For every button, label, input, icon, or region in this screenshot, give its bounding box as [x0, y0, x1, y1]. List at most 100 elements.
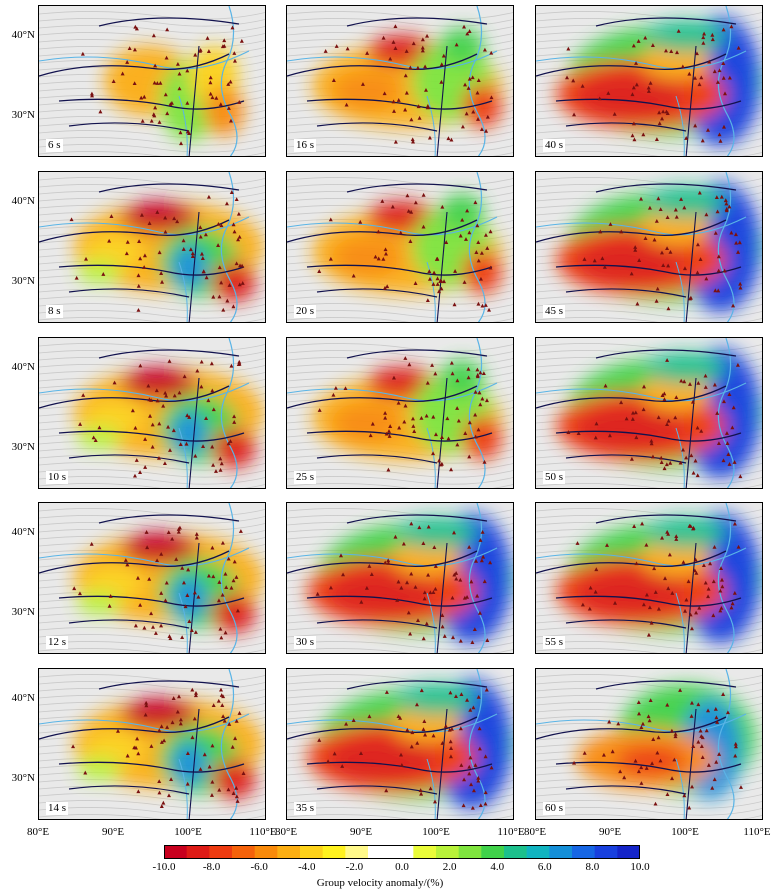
seismic-stations [71, 687, 246, 809]
period-label: 40 s [543, 139, 566, 152]
latitude-label: 40°N [11, 361, 35, 373]
panel-map [536, 172, 762, 322]
fault-lines [39, 17, 245, 156]
panel-map [287, 503, 513, 653]
colorbar-tick-label: -6.0 [250, 861, 268, 873]
seismic-stations [572, 688, 743, 810]
colorbar-title: Group velocity anomaly/(%) [316, 877, 444, 889]
colorbar-segment [504, 845, 528, 859]
period-label: 60 s [543, 802, 566, 815]
longitude-label: 80°E [274, 826, 298, 838]
panel-map [287, 669, 513, 819]
period-label: 8 s [46, 305, 63, 318]
colorbar-segment [413, 845, 437, 859]
colorbar-tick-label: 4.0 [490, 861, 505, 873]
colorbar-tick-label: 10.0 [630, 861, 650, 873]
colorbar-segment [572, 845, 596, 859]
anomaly-field [556, 182, 762, 312]
colorbar-segment [164, 845, 188, 859]
longitude-label: 110°E [249, 826, 277, 838]
period-label: 12 s [46, 636, 69, 649]
panel-map [287, 338, 513, 488]
colorbar-segment [345, 845, 369, 859]
panel-map [39, 338, 265, 488]
longitude-label: 90°E [349, 826, 373, 838]
colorbar-segment [186, 845, 210, 859]
rivers [39, 503, 250, 653]
map-panel: 30 s [286, 502, 514, 654]
rivers [536, 172, 747, 322]
period-label: 30 s [294, 636, 317, 649]
fault-lines [536, 349, 742, 488]
colorbar-segment [436, 845, 460, 859]
latitude-label: 30°N [11, 606, 35, 618]
map-panel: 16 s [286, 5, 514, 157]
colorbar-segment [254, 845, 278, 859]
longitude-label: 80°E [523, 826, 547, 838]
latitude-label: 40°N [11, 29, 35, 41]
fault-lines [287, 514, 493, 653]
longitude-label: 110°E [497, 826, 525, 838]
fault-lines [287, 17, 493, 156]
anomaly-field [104, 46, 244, 141]
longitude-label: 80°E [26, 826, 50, 838]
longitude-label: 100°E [422, 826, 450, 838]
anomaly-field [307, 679, 513, 809]
longitude-label: 90°E [101, 826, 125, 838]
period-label: 10 s [46, 471, 69, 484]
seismic-stations [72, 525, 243, 641]
colorbar-segment [481, 845, 505, 859]
colorbar-segment [232, 845, 256, 859]
colorbar-tick-label: 0.0 [395, 861, 409, 873]
rivers [536, 338, 747, 488]
map-panel: 20 s [286, 171, 514, 323]
seismic-stations [566, 358, 743, 479]
period-label: 16 s [294, 139, 317, 152]
colorbar-segment [526, 845, 550, 859]
seismic-stations [80, 24, 244, 146]
panel-map [536, 669, 762, 819]
map-panel: 10 s [38, 337, 266, 489]
latitude-label: 40°N [11, 692, 35, 704]
fault-lines [287, 349, 493, 488]
rivers [39, 338, 250, 488]
seismic-stations [69, 190, 245, 312]
panel-map [287, 6, 513, 156]
map-panel: 6 s [38, 5, 266, 157]
colorbar-tick-label: -8.0 [202, 861, 221, 873]
map-panel: 35 s [286, 668, 514, 820]
period-label: 45 s [543, 305, 566, 318]
anomaly-field [74, 698, 264, 799]
fault-lines [287, 183, 493, 322]
colorbar-tick-label: -4.0 [298, 861, 316, 873]
anomaly-field [556, 513, 762, 643]
colorbar-segment [594, 845, 618, 859]
period-label: 6 s [46, 139, 63, 152]
map-panel: 40 s [535, 5, 763, 157]
map-panel: 8 s [38, 171, 266, 323]
seismic-stations [317, 687, 494, 810]
rivers [536, 669, 747, 819]
colorbar-segment [322, 845, 346, 859]
period-label: 55 s [543, 636, 566, 649]
map-panel: 45 s [535, 171, 763, 323]
rivers [39, 172, 250, 322]
seismic-stations [78, 359, 242, 478]
panel-map [39, 503, 265, 653]
panel-map [536, 6, 762, 156]
fault-lines [536, 183, 742, 322]
rivers [39, 6, 250, 156]
period-label: 50 s [543, 471, 566, 484]
map-panel: 50 s [535, 337, 763, 489]
longitude-label: 110°E [743, 826, 771, 838]
seismic-stations [575, 521, 741, 637]
longitude-label: 100°E [671, 826, 699, 838]
colorbar-segment [549, 845, 573, 859]
rivers [536, 503, 747, 653]
fault-lines [39, 680, 245, 819]
colorbar-segment [617, 845, 640, 859]
anomaly-field [312, 360, 502, 460]
latitude-label: 40°N [11, 195, 35, 207]
period-label: 35 s [294, 802, 317, 815]
period-label: 20 s [294, 305, 317, 318]
